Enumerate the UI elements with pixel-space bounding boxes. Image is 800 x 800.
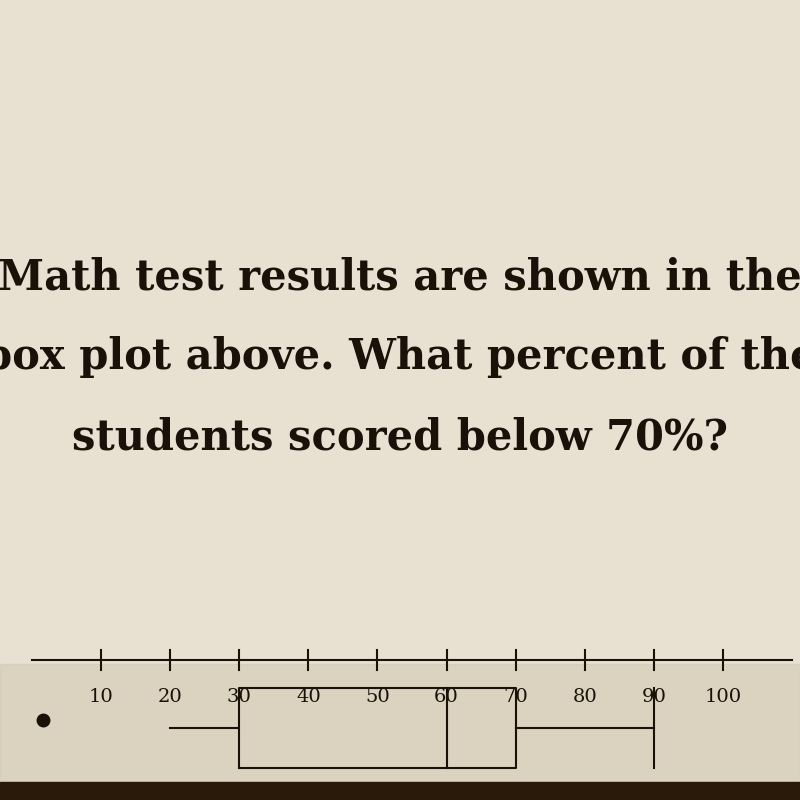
Text: 80: 80 bbox=[572, 688, 597, 706]
Text: 40: 40 bbox=[296, 688, 321, 706]
Text: 50: 50 bbox=[365, 688, 390, 706]
Bar bbox=[0, 782, 800, 800]
Text: 70: 70 bbox=[503, 688, 528, 706]
Text: Math test results are shown in the: Math test results are shown in the bbox=[0, 256, 800, 298]
Text: 20: 20 bbox=[158, 688, 182, 706]
Text: box plot above. What percent of the: box plot above. What percent of the bbox=[0, 336, 800, 378]
Text: 100: 100 bbox=[704, 688, 742, 706]
Text: 30: 30 bbox=[227, 688, 252, 706]
Text: students scored below 70%?: students scored below 70%? bbox=[72, 416, 728, 458]
Bar bbox=[0, 664, 800, 784]
Text: 10: 10 bbox=[89, 688, 114, 706]
Text: 60: 60 bbox=[434, 688, 459, 706]
Text: 90: 90 bbox=[642, 688, 666, 706]
